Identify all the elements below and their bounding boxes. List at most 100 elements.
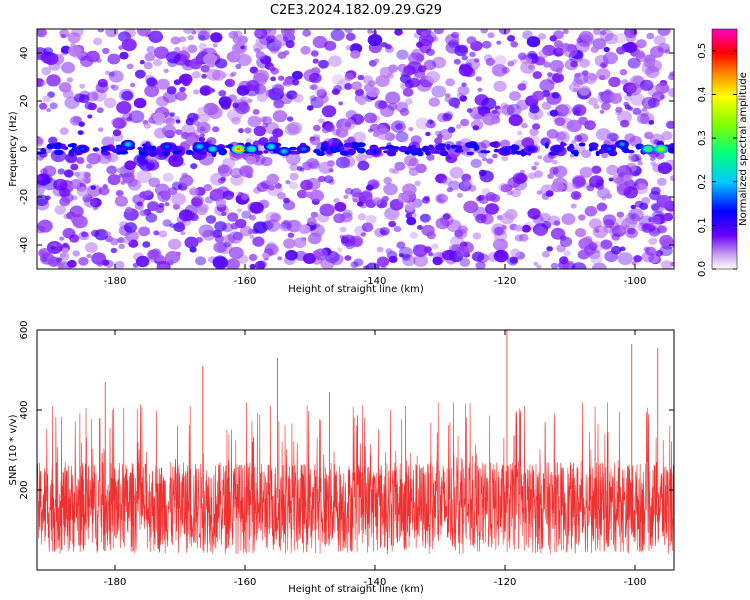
noise-blob	[481, 97, 497, 111]
noise-blob	[165, 117, 176, 126]
noise-blob	[579, 166, 593, 178]
noise-blob	[575, 228, 587, 238]
noise-blob	[252, 140, 260, 147]
noise-blob	[215, 58, 228, 69]
noise-blob	[272, 128, 284, 138]
noise-blob	[317, 175, 326, 183]
colorbar-gradient	[711, 28, 738, 270]
noise-blob	[480, 29, 488, 34]
noise-blob	[395, 101, 409, 113]
band-blob	[172, 150, 182, 155]
noise-blob	[466, 36, 477, 45]
noise-blob	[285, 40, 295, 49]
noise-blob	[372, 197, 382, 205]
noise-blob	[85, 242, 98, 253]
noise-blob	[421, 224, 435, 236]
noise-blob	[97, 29, 105, 33]
noise-blob	[606, 164, 619, 176]
band-blob	[118, 150, 129, 155]
noise-blob	[396, 49, 409, 60]
noise-blob	[493, 238, 508, 251]
noise-blob	[265, 219, 281, 232]
band-blob	[511, 144, 517, 151]
noise-blob	[595, 128, 611, 141]
noise-blob	[256, 92, 268, 103]
noise-blob	[229, 73, 235, 78]
noise-blob	[65, 153, 77, 164]
noise-blob	[461, 82, 467, 87]
noise-blob	[477, 87, 483, 92]
noise-blob	[397, 193, 410, 203]
noise-blob	[659, 94, 666, 100]
noise-blob	[541, 101, 552, 110]
noise-blob	[179, 86, 186, 93]
noise-blob	[171, 192, 186, 206]
noise-blob	[169, 112, 175, 117]
noise-blob	[262, 122, 269, 128]
spectrogram-cells	[37, 29, 674, 269]
noise-blob	[198, 224, 214, 238]
noise-blob	[198, 42, 207, 50]
noise-blob	[416, 225, 423, 230]
peak-blob	[529, 147, 533, 151]
noise-blob	[181, 46, 188, 52]
noise-blob	[661, 260, 673, 269]
noise-blob	[625, 33, 637, 43]
noise-blob	[70, 115, 83, 126]
noise-blob	[274, 183, 282, 189]
noise-blob	[310, 84, 318, 91]
noise-blob	[307, 217, 317, 226]
noise-blob	[423, 246, 432, 253]
noise-blob	[578, 214, 586, 221]
noise-blob	[222, 190, 235, 200]
noise-blob	[230, 222, 239, 230]
x-tick-label: -120	[494, 276, 517, 287]
noise-blob	[112, 129, 122, 137]
band-blob	[411, 151, 418, 156]
noise-blob	[305, 191, 314, 199]
band-blob	[162, 150, 171, 156]
noise-blob	[359, 202, 368, 209]
noise-blob	[469, 106, 485, 120]
noise-blob	[667, 87, 674, 98]
noise-blob	[401, 253, 411, 261]
noise-blob	[98, 127, 104, 132]
noise-blob	[240, 194, 249, 201]
noise-blob	[43, 52, 59, 65]
noise-blob	[617, 110, 633, 124]
noise-blob	[273, 84, 285, 94]
noise-blob	[532, 214, 544, 225]
noise-blob	[542, 44, 556, 56]
noise-blob	[319, 203, 335, 217]
noise-blob	[547, 72, 553, 77]
noise-blob	[115, 190, 124, 197]
noise-blob	[434, 137, 443, 145]
noise-blob	[547, 173, 554, 179]
noise-blob	[570, 190, 582, 200]
noise-blob	[118, 243, 125, 250]
noise-blob	[659, 245, 673, 257]
noise-blob	[361, 222, 374, 232]
noise-blob	[313, 248, 328, 261]
noise-blob	[426, 153, 435, 161]
band-blob	[69, 143, 77, 148]
noise-blob	[335, 156, 350, 169]
noise-blob	[647, 97, 660, 108]
noise-blob	[59, 127, 69, 135]
band-blob	[186, 149, 193, 153]
noise-blob	[40, 168, 48, 175]
noise-blob	[209, 88, 216, 93]
noise-blob	[43, 47, 54, 56]
noise-blob	[194, 60, 200, 66]
noise-blob	[202, 229, 216, 241]
noise-blob	[232, 36, 242, 44]
noise-blob	[133, 97, 147, 109]
noise-blob	[641, 197, 651, 205]
noise-blob	[255, 51, 266, 60]
noise-blob	[351, 237, 363, 247]
noise-blob	[66, 77, 74, 83]
noise-blob	[238, 128, 244, 134]
noise-blob	[168, 238, 182, 250]
band-blob	[417, 150, 424, 157]
